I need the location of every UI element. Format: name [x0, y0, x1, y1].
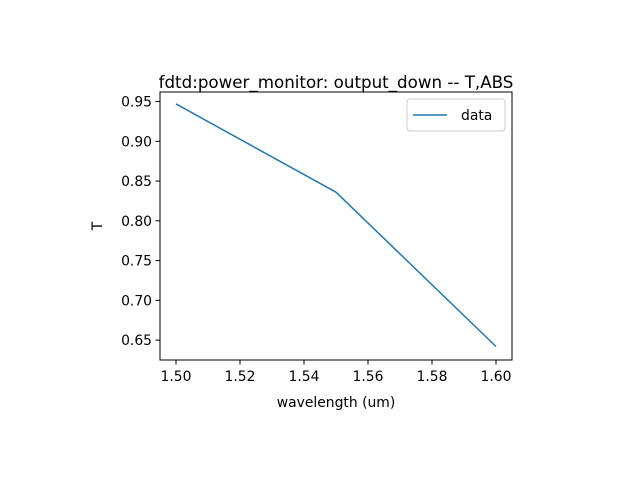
legend: data — [406, 98, 506, 132]
x-axis: 1.50 1.52 1.54 1.56 1.58 1.60 — [161, 360, 512, 385]
series-layer — [175, 103, 497, 348]
axes-frame — [159, 91, 513, 361]
y-tick-label: 0.65 — [121, 333, 152, 349]
legend-label: data — [461, 108, 492, 124]
chart-title: fdtd:power_monitor: output_down -- T,ABS — [159, 72, 514, 93]
legend-box — [406, 98, 506, 132]
y-tick-label: 0.70 — [121, 293, 152, 309]
x-tick-label: 1.56 — [353, 369, 384, 385]
x-tick-label: 1.50 — [161, 369, 192, 385]
x-tick-label: 1.58 — [417, 369, 448, 385]
x-tick-label: 1.52 — [225, 369, 256, 385]
y-tick-label: 0.95 — [121, 95, 152, 111]
series-line-data — [175, 103, 497, 348]
y-tick-label: 0.75 — [121, 254, 152, 270]
x-axis-label: wavelength (um) — [277, 395, 396, 411]
x-tick-label: 1.54 — [289, 369, 320, 385]
plot-area — [159, 91, 513, 361]
x-tick-label: 1.60 — [481, 369, 512, 385]
y-tick-label: 0.90 — [121, 134, 152, 150]
y-axis: 0.65 0.70 0.75 0.80 0.85 0.90 0.95 — [121, 95, 160, 349]
y-axis-label: T — [90, 221, 106, 231]
y-tick-label: 0.80 — [121, 214, 152, 230]
y-tick-label: 0.85 — [121, 174, 152, 190]
